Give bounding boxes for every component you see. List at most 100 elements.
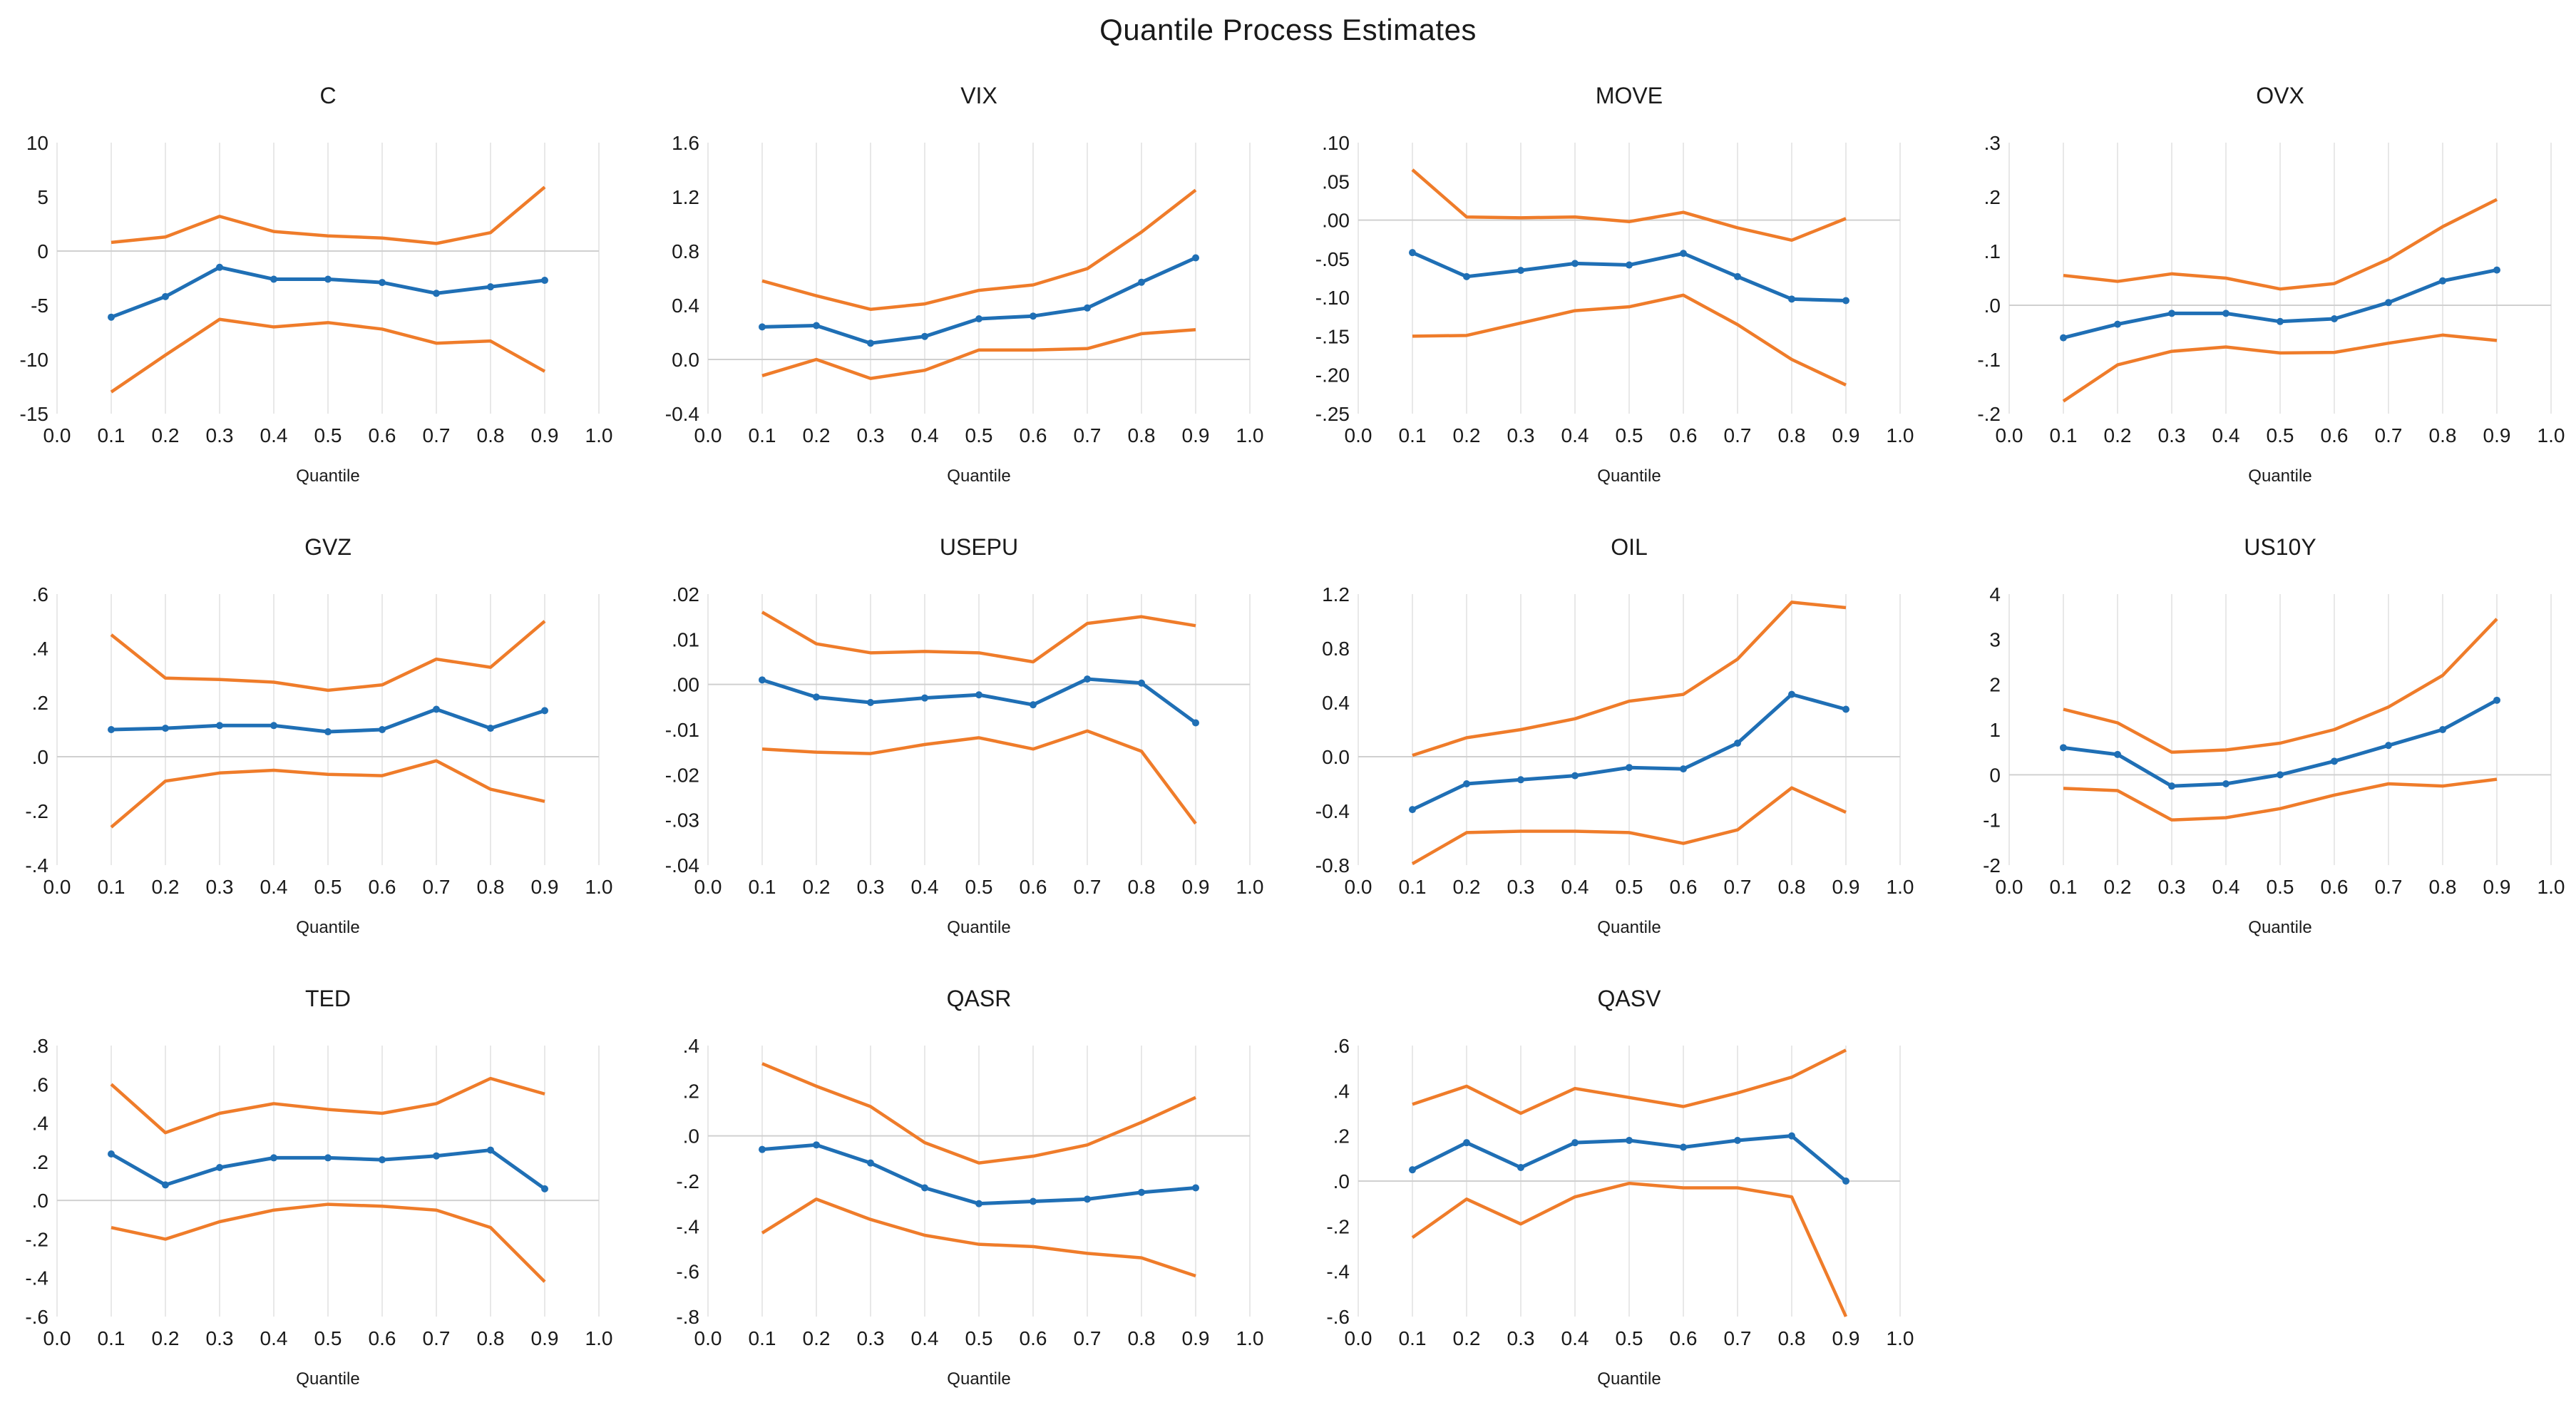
x-axis-label: Quantile (947, 918, 1010, 937)
estimate-point (433, 290, 440, 297)
estimate-point (1409, 806, 1416, 814)
estimate-point (1030, 312, 1037, 320)
x-tick-label: 0.9 (531, 424, 559, 446)
x-tick-label: 0.5 (1616, 424, 1643, 446)
estimate-point (270, 275, 277, 283)
y-tick-label: .05 (1322, 170, 1350, 193)
x-tick-label: 0.6 (1020, 424, 1047, 446)
y-tick-label: .02 (672, 583, 699, 606)
x-tick-label: 0.1 (1399, 424, 1427, 446)
x-tick-label: 1.0 (2537, 876, 2565, 898)
x-tick-label: 0.9 (1182, 1327, 1210, 1349)
y-tick-label: .8 (32, 1035, 48, 1057)
x-tick-label: 0.3 (857, 424, 885, 446)
y-tick-label: .2 (1984, 186, 2001, 208)
upper-bound-line (2063, 198, 2498, 291)
y-tick-label: .3 (1984, 132, 2001, 154)
x-axis-label: Quantile (2248, 918, 2311, 937)
y-tick-label: .2 (32, 692, 48, 714)
estimate-point (108, 726, 115, 733)
y-tick-label: 10 (26, 132, 48, 154)
estimate-point (759, 323, 766, 331)
estimate-point (324, 275, 332, 283)
y-tick-label: 0.8 (672, 240, 699, 262)
y-tick-label: 0 (37, 240, 48, 262)
estimate-point (759, 676, 766, 684)
x-tick-label: 0.5 (1616, 876, 1643, 898)
x-tick-label: 0.4 (911, 1327, 939, 1349)
estimate-point (2439, 726, 2446, 733)
y-tick-label: .4 (32, 1113, 48, 1135)
x-tick-label: 0.8 (1778, 424, 1806, 446)
estimate-point (2277, 771, 2284, 779)
y-tick-label: -.15 (1315, 325, 1350, 347)
estimate-point (1734, 740, 1741, 747)
y-tick-label: 1.2 (672, 186, 699, 208)
y-tick-label: -5 (31, 295, 48, 317)
x-tick-label: 1.0 (585, 424, 613, 446)
x-tick-label: 0.5 (2267, 876, 2294, 898)
estimate-point (1084, 1195, 1091, 1203)
x-tick-label: 0.5 (2267, 424, 2294, 446)
estimate-point (2222, 310, 2229, 317)
x-tick-label: 0.2 (803, 1327, 831, 1349)
estimate-point (1463, 1139, 1470, 1147)
x-tick-label: 0.3 (206, 424, 234, 446)
panel-move: MOVE 0.0 0.1 0.2 0.3 0.4 0.5 0.6 0.7 0.8 0.9 1.0 .10… (1315, 83, 1914, 486)
y-tick-label: -15 (20, 403, 48, 425)
estimate-point (487, 1146, 494, 1154)
x-tick-label: 0.9 (1182, 424, 1210, 446)
y-tick-label: 1.2 (1322, 583, 1350, 606)
x-tick-label: 0.8 (1128, 424, 1156, 446)
lower-bound-line (2063, 777, 2498, 822)
estimate-point (975, 1200, 982, 1207)
lower-bound-line (2062, 333, 2498, 403)
y-tick-label: -.1 (1977, 349, 2001, 371)
y-tick-label: -.4 (25, 1267, 48, 1289)
y-tick-label: .0 (32, 746, 48, 768)
estimate-point (1084, 304, 1091, 312)
y-tick-label: -.4 (676, 1215, 699, 1237)
estimate-point (541, 1185, 548, 1192)
estimate-point (2385, 299, 2392, 307)
panel-gvz: GVZ 0.0 0.1 0.2 0.3 0.4 0.5 0.6 0.7 0.8 0.9 1.0 .6 .4… (25, 534, 612, 937)
x-tick-label: 0.2 (2104, 424, 2132, 446)
estimate-point (1030, 701, 1037, 709)
upper-bound-line (110, 620, 546, 693)
x-axis-label: Quantile (1597, 1369, 1661, 1389)
x-axis-label: Quantile (947, 466, 1010, 486)
x-tick-label: 0.7 (423, 424, 451, 446)
estimate-point (1138, 278, 1145, 286)
lower-bound-line (110, 317, 546, 394)
y-tick-label: -1 (1983, 809, 2001, 832)
estimate-point (921, 694, 928, 702)
x-tick-label: 0.4 (1561, 876, 1589, 898)
x-tick-label: 0.3 (2158, 876, 2186, 898)
y-tick-label: -.2 (1977, 403, 2001, 425)
x-axis-label: Quantile (296, 1369, 359, 1389)
panel-title: C (319, 83, 336, 108)
y-tick-label: -.2 (676, 1170, 699, 1192)
estimate-point (1571, 772, 1579, 780)
estimate-point (216, 263, 223, 271)
x-tick-label: 0.5 (965, 424, 993, 446)
x-tick-label: 0.8 (1128, 1327, 1156, 1349)
y-tick-label: 1 (1989, 719, 2001, 741)
x-tick-label: 0.0 (694, 1327, 722, 1349)
x-tick-label: 0.1 (1399, 1327, 1427, 1349)
panel-title: US10Y (2244, 534, 2316, 560)
x-tick-label: 0.4 (1561, 1327, 1589, 1349)
y-tick-label: 0.8 (1322, 638, 1350, 660)
figure-title: Quantile Process Estimates (1099, 13, 1477, 46)
y-tick-label: .4 (32, 638, 48, 660)
estimate-point (541, 277, 548, 285)
x-tick-label: 0.7 (1724, 424, 1752, 446)
x-tick-label: 0.9 (1832, 424, 1860, 446)
y-tick-label: -0.8 (1315, 854, 1350, 877)
panel-ovx: OVX 0.0 0.1 0.2 0.3 0.4 0.5 0.6 0.7 0.8 0.9 1.0 .3 .2… (1977, 83, 2565, 486)
y-tick-label: -10 (20, 349, 48, 371)
estimate-point (216, 722, 223, 730)
estimate-point (487, 283, 494, 291)
x-tick-label: 0.3 (1507, 424, 1535, 446)
y-tick-label: 0.0 (1322, 746, 1350, 768)
